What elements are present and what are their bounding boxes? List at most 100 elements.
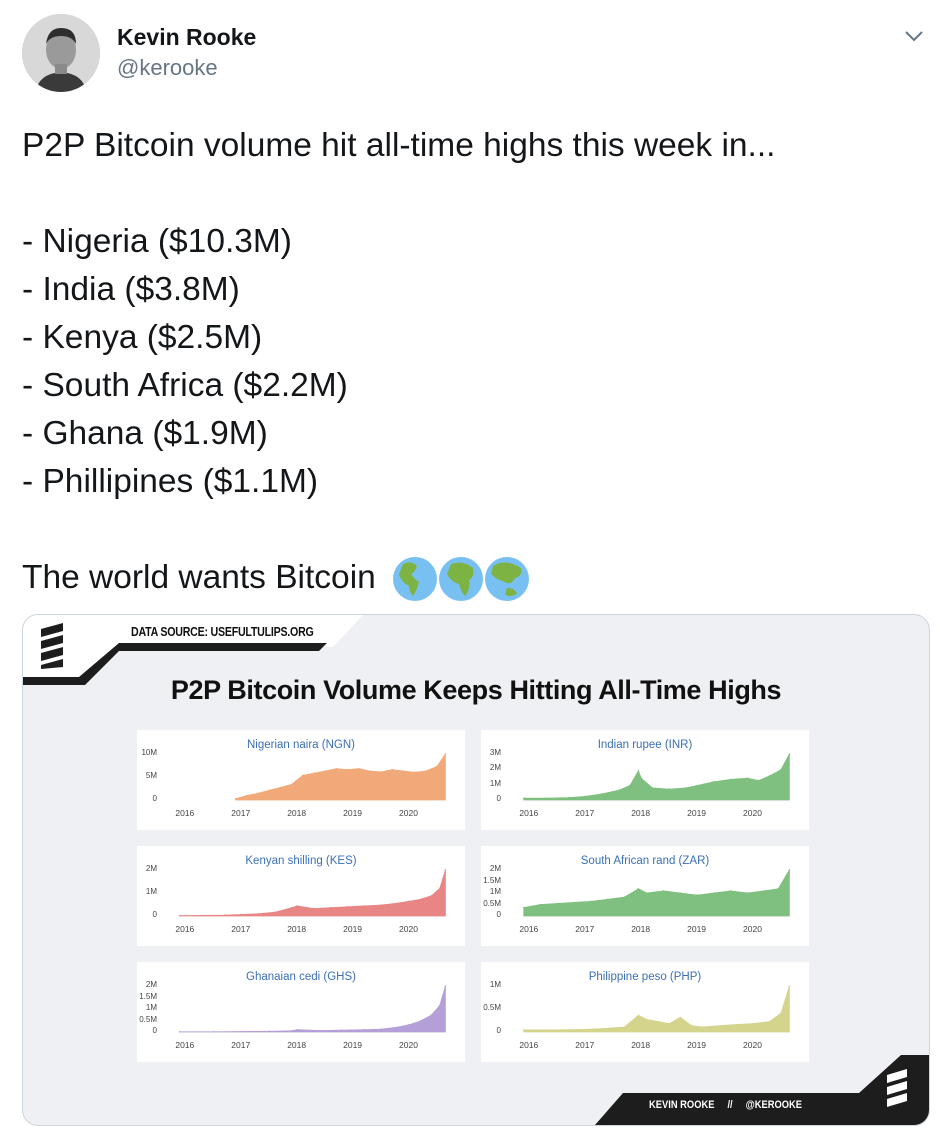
- x-tick-label: 2016: [175, 808, 195, 818]
- chart-data-point: [640, 777, 642, 779]
- chart-data-point: [302, 774, 304, 777]
- x-tick-label: 2016: [175, 924, 195, 934]
- x-tick-label: 2020: [743, 924, 762, 934]
- chart-panel: Indian rupee (INR) 3M 2M 1M 0 2016 2017 2018 201…: [481, 730, 809, 830]
- chart-data-point: [729, 890, 732, 892]
- x-tick-label: 2019: [687, 808, 707, 818]
- y-tick-label: 1M: [489, 778, 501, 788]
- chart-data-point: [601, 793, 603, 795]
- tweet-list-item: - Phillipines ($1.1M): [22, 463, 319, 500]
- chart-data-point: [234, 797, 237, 800]
- chart-data-point: [408, 900, 410, 903]
- chart-data-point: [335, 767, 338, 770]
- x-tick-label: 2020: [743, 808, 762, 818]
- chart-data-point: [257, 913, 259, 915]
- y-tick-label: 0: [152, 1026, 157, 1035]
- chart-data-point: [268, 789, 271, 791]
- chart-data-point: [777, 888, 779, 890]
- chart-data-point: [763, 890, 765, 892]
- y-tick-label: 1M: [145, 887, 157, 896]
- chart-panel: Ghanaian cedi (GHS) 2M 1.5M 1M 0.5M 0 2016 2017…: [137, 962, 465, 1062]
- chart-data-point: [179, 1031, 181, 1033]
- chart-panel: Kenyan shilling (KES) 2M 1M 0 2016 2017 2018 20…: [137, 846, 465, 946]
- chart-data-point: [439, 1004, 441, 1007]
- chart-data-point: [313, 907, 315, 910]
- chart-data-point: [346, 768, 349, 771]
- y-tick-label: 1M: [145, 1003, 157, 1012]
- chart-data-point: [788, 985, 791, 987]
- chart-series-area: [235, 752, 446, 801]
- x-tick-label: 2018: [287, 808, 307, 818]
- chart-data-point: [179, 914, 181, 917]
- tweet-list-item: - Ghana ($1.9M): [22, 415, 268, 452]
- y-tick-label: 0: [496, 1026, 501, 1035]
- chart-data-point: [268, 1030, 271, 1033]
- chart-title: South African rand (ZAR): [580, 855, 710, 867]
- chart-data-point: [668, 788, 670, 790]
- chart-data-point: [573, 901, 575, 904]
- chart-plot: [179, 985, 447, 1033]
- chart-title: Nigerian naira (NGN): [246, 739, 355, 751]
- image-card[interactable]: DATA SOURCE: USEFULTULIPS.ORG P2P Bitcoi…: [22, 614, 930, 1126]
- y-tick-label: 2M: [145, 980, 157, 989]
- tweet-line: P2P Bitcoin volume hit all-time highs th…: [22, 127, 776, 164]
- chart-data-point: [257, 792, 259, 795]
- y-tick-label: 0: [496, 794, 501, 803]
- chart-series-area: [523, 985, 790, 1033]
- chart-data-point: [523, 1029, 525, 1031]
- chart-data-point: [290, 906, 293, 909]
- chart-data-point: [657, 1020, 659, 1023]
- chart-data-point: [369, 770, 371, 772]
- chart-data-point: [679, 1016, 682, 1019]
- chart-data-point: [746, 777, 749, 779]
- globe-africa-icon: [439, 557, 484, 602]
- author-handle[interactable]: @kerooke: [117, 55, 218, 80]
- chart-data-point: [380, 1028, 382, 1030]
- chart-plot: [523, 868, 791, 917]
- chart-data-point: [212, 1031, 215, 1033]
- logo-icon-footer: [887, 1069, 907, 1107]
- chart-data-point: [363, 905, 366, 907]
- chart-data-point: [240, 913, 243, 916]
- chart-data-point: [651, 787, 654, 789]
- author-name[interactable]: Kevin Rooke: [117, 24, 257, 50]
- tweet-list-item: - South Africa ($2.2M): [22, 367, 348, 404]
- chart-data-point: [436, 765, 438, 768]
- x-tick-label: 2017: [231, 1040, 251, 1050]
- chart-data-point: [290, 783, 293, 786]
- chart-data-point: [780, 1012, 782, 1014]
- x-tick-label: 2020: [399, 808, 418, 818]
- tweet-text: P2P Bitcoin volume hit all-time highs th…: [22, 122, 922, 602]
- chart-data-point: [330, 906, 332, 909]
- chart-data-point: [713, 781, 715, 783]
- chart-data-point: [556, 902, 559, 905]
- chart-data-point: [646, 892, 648, 894]
- chart-data-point: [346, 906, 349, 908]
- chart-data-point: [696, 894, 698, 896]
- chart-data-point: [380, 904, 382, 906]
- chart-panel: South African rand (ZAR) 2M 1.5M 1M 0.5M 0 201…: [481, 846, 809, 946]
- chart-data-point: [601, 1027, 603, 1030]
- y-tick-label: 0: [152, 910, 157, 919]
- chart-data-point: [444, 985, 447, 987]
- chart-data-point: [523, 797, 525, 799]
- y-tick-label: 0.5M: [483, 898, 501, 908]
- chart-data-point: [769, 1020, 771, 1023]
- card-decor: [23, 615, 929, 1125]
- x-tick-label: 2016: [519, 1040, 539, 1050]
- chart-data-point: [296, 905, 298, 907]
- chart-data-point: [567, 796, 570, 799]
- chart-data-point: [646, 1018, 648, 1021]
- avatar[interactable]: [22, 14, 100, 92]
- x-tick-label: 2017: [575, 924, 595, 934]
- card-footer: KEVIN ROOKE // @KEROOKE: [649, 1099, 803, 1111]
- chart-data-point: [696, 784, 698, 787]
- chart-data-point: [318, 1029, 321, 1032]
- y-tick-label: 1.5M: [483, 875, 501, 885]
- chevron-down-icon[interactable]: [902, 24, 926, 48]
- chart-data-point: [701, 1026, 704, 1028]
- chart-data-point: [590, 900, 592, 903]
- chart-data-point: [296, 1028, 298, 1031]
- chart-data-point: [313, 772, 315, 774]
- chart-data-point: [290, 1030, 293, 1032]
